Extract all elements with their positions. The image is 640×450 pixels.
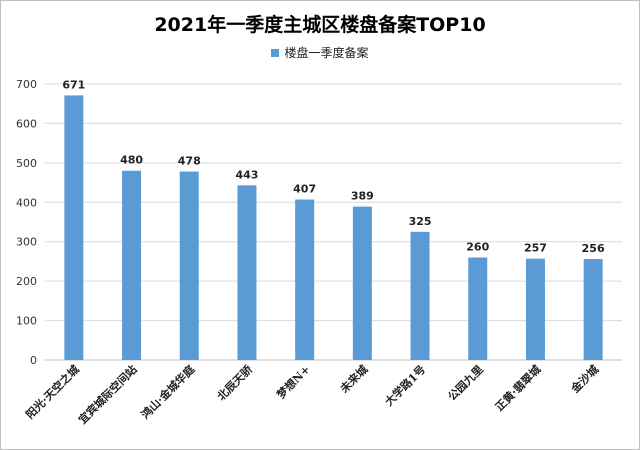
y-tick-label: 300 <box>16 236 37 249</box>
data-label: 257 <box>524 242 547 255</box>
bar <box>179 171 199 360</box>
bar <box>410 231 430 360</box>
bar <box>237 185 257 360</box>
bar <box>122 170 142 360</box>
data-label: 443 <box>235 168 258 181</box>
bar <box>583 259 603 360</box>
data-label: 389 <box>351 190 374 203</box>
bar <box>64 95 84 360</box>
category-label: 北辰天骄 <box>214 362 256 404</box>
bar <box>468 257 488 360</box>
category-label: 公园九里 <box>445 362 486 403</box>
y-tick-label: 400 <box>16 196 37 209</box>
category-label: 宜宾城际空间站 <box>75 362 139 426</box>
bar <box>295 199 315 360</box>
category-label: 梦想N+ <box>274 362 313 401</box>
bar <box>352 206 372 360</box>
chart-title: 2021年一季度主城区楼盘备案TOP10 <box>154 14 486 36</box>
y-tick-label: 100 <box>16 315 37 328</box>
data-label: 407 <box>293 183 316 196</box>
legend-swatch <box>271 48 280 57</box>
category-label: 正黄·翡翠城 <box>492 362 544 414</box>
data-label: 671 <box>62 78 85 91</box>
data-label: 480 <box>120 154 143 167</box>
y-tick-label: 500 <box>16 157 37 170</box>
category-label: 未来城 <box>337 362 371 396</box>
category-label: 大学路1号 <box>382 362 428 408</box>
legend-label: 楼盘一季度备案 <box>284 46 369 60</box>
data-label: 325 <box>409 215 432 228</box>
y-tick-label: 600 <box>16 117 37 130</box>
bar <box>525 258 545 360</box>
data-label: 478 <box>178 155 201 168</box>
category-label: 鸿山·金城华庭 <box>138 362 197 421</box>
data-label: 256 <box>582 242 605 255</box>
y-tick-label: 0 <box>30 354 37 367</box>
chart-legend: 楼盘一季度备案 <box>0 44 640 61</box>
category-label: 阳光·天空之城 <box>23 362 82 421</box>
category-label: 金沙城 <box>567 362 601 396</box>
y-tick-label: 200 <box>16 275 37 288</box>
data-label: 260 <box>466 240 489 253</box>
y-tick-label: 700 <box>16 78 37 91</box>
